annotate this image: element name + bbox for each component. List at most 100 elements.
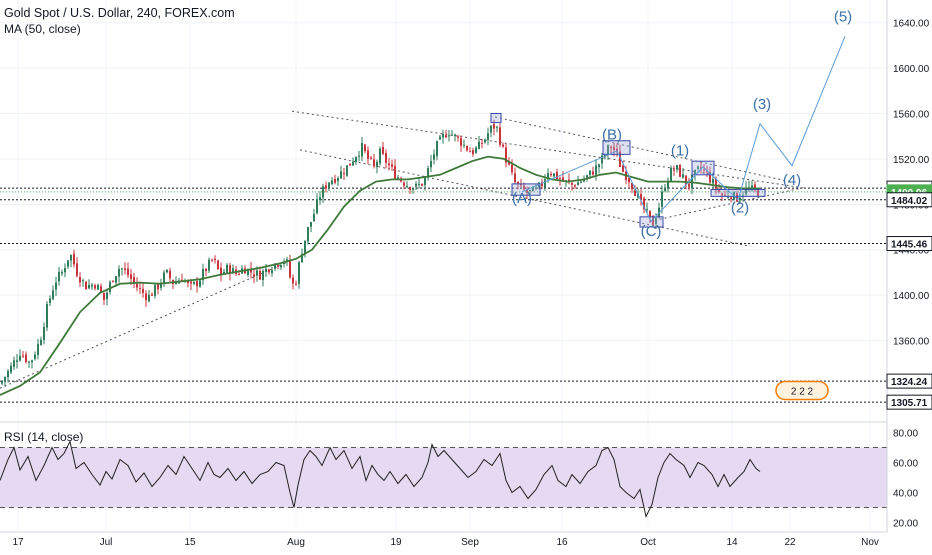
candle-body bbox=[643, 198, 645, 210]
rsi-band bbox=[0, 447, 887, 508]
candle-body bbox=[688, 183, 690, 187]
ma-indicator-label[interactable]: MA (50, close) bbox=[4, 22, 81, 36]
zone-box bbox=[602, 140, 631, 155]
candle-body bbox=[226, 264, 228, 273]
candle-body bbox=[97, 284, 99, 290]
candle-body bbox=[403, 182, 405, 186]
candle-body bbox=[169, 270, 171, 279]
candles-group bbox=[1, 119, 759, 387]
candle-body bbox=[553, 173, 555, 177]
candle-body bbox=[448, 135, 450, 137]
candle-body bbox=[466, 146, 468, 151]
candle-body bbox=[373, 159, 375, 167]
price-tick-label: 1520.00 bbox=[893, 155, 930, 166]
trendline bbox=[494, 116, 791, 183]
rsi-indicator-label[interactable]: RSI (14, close) bbox=[4, 430, 84, 444]
candle-body bbox=[100, 286, 102, 293]
candle-body bbox=[730, 197, 732, 199]
time-tick-label: Oct bbox=[640, 537, 656, 548]
candle-body bbox=[427, 168, 429, 177]
candle-body bbox=[607, 145, 609, 155]
candle-body bbox=[505, 147, 507, 163]
symbol-title[interactable]: Gold Spot / U.S. Dollar, 240, FOREX.com bbox=[4, 6, 235, 20]
candle-body bbox=[214, 258, 216, 261]
zone-box bbox=[639, 216, 664, 228]
candle-body bbox=[7, 370, 9, 378]
candle-body bbox=[307, 226, 309, 242]
candle-body bbox=[379, 148, 381, 164]
ma-50-line bbox=[0, 155, 760, 396]
candle-body bbox=[130, 274, 132, 279]
candle-body bbox=[664, 189, 666, 191]
price-tick-label: 1600.00 bbox=[893, 64, 930, 75]
candle-body bbox=[523, 185, 525, 190]
candle-body bbox=[121, 268, 123, 270]
candle-body bbox=[157, 284, 159, 290]
candle-body bbox=[55, 282, 57, 290]
candle-body bbox=[49, 298, 51, 303]
wave-label: (A) bbox=[512, 190, 532, 207]
price-label-box bbox=[886, 192, 932, 208]
candle-body bbox=[709, 172, 711, 183]
candle-body bbox=[139, 287, 141, 289]
candle-body bbox=[361, 142, 363, 157]
candle-body bbox=[343, 173, 345, 175]
rsi-tick-label: 20.00 bbox=[893, 519, 918, 530]
candle-body bbox=[499, 127, 501, 145]
candle-body bbox=[160, 282, 162, 288]
candle-body bbox=[397, 177, 399, 179]
price-label-box bbox=[886, 394, 932, 410]
candle-body bbox=[589, 170, 591, 175]
candle-body bbox=[151, 294, 153, 296]
candle-body bbox=[454, 134, 456, 136]
candle-body bbox=[85, 281, 87, 290]
candle-body bbox=[274, 263, 276, 269]
rsi-tick-label: 80.00 bbox=[893, 429, 918, 440]
candle-body bbox=[667, 181, 669, 189]
candle-body bbox=[1, 380, 3, 384]
candle-body bbox=[385, 153, 387, 163]
candle-body bbox=[208, 259, 210, 271]
candle-body bbox=[10, 365, 12, 373]
candle-body bbox=[223, 271, 225, 274]
candle-body bbox=[679, 164, 681, 177]
candle-body bbox=[34, 354, 36, 359]
candle-body bbox=[88, 284, 90, 289]
candle-body bbox=[124, 268, 126, 271]
candle-body bbox=[109, 282, 111, 293]
candle-body bbox=[232, 268, 234, 274]
candle-body bbox=[544, 179, 546, 188]
candle-body bbox=[28, 361, 30, 363]
candle-body bbox=[70, 254, 72, 261]
candle-body bbox=[556, 171, 558, 179]
candle-body bbox=[433, 154, 435, 160]
candle-body bbox=[292, 277, 294, 284]
candle-body bbox=[82, 280, 84, 282]
candle-body bbox=[481, 142, 483, 144]
candle-body bbox=[514, 173, 516, 183]
wave-label: (4) bbox=[783, 172, 801, 189]
candle-body bbox=[487, 133, 489, 140]
candle-body bbox=[190, 281, 192, 284]
candle-body bbox=[205, 268, 207, 272]
price-label-text: 1445.46 bbox=[891, 240, 928, 251]
candle-body bbox=[580, 181, 582, 183]
candle-body bbox=[163, 272, 165, 285]
candle-body bbox=[547, 172, 549, 180]
candle-body bbox=[4, 376, 6, 381]
rsi-line bbox=[0, 440, 761, 518]
candle-body bbox=[442, 134, 444, 138]
candle-body bbox=[445, 135, 447, 138]
candle-body bbox=[331, 180, 333, 185]
candle-body bbox=[52, 290, 54, 300]
trendline bbox=[291, 110, 801, 188]
candle-body bbox=[376, 161, 378, 168]
candle-body bbox=[145, 293, 147, 301]
candle-body bbox=[592, 171, 594, 175]
candle-body bbox=[370, 157, 372, 159]
candle-body bbox=[619, 151, 621, 167]
candle-body bbox=[382, 146, 384, 154]
candle-body bbox=[58, 271, 60, 282]
candle-body bbox=[304, 240, 306, 255]
